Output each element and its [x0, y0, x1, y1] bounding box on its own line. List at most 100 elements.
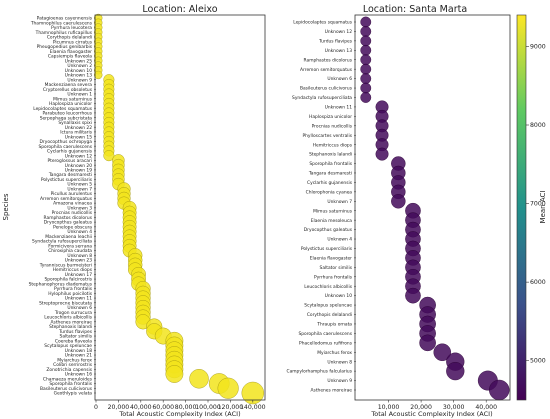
- species-tick-label: Unknown 12: [325, 29, 353, 35]
- species-tick-label: Dryocopthus ochropyga: [40, 139, 93, 145]
- santa-marta-species-labels: Lepidocolaptes squamatus Unknown 12 Turdus…: [287, 20, 356, 394]
- data-point: [405, 287, 421, 304]
- species-tick-label: Unknown 13: [65, 73, 93, 79]
- species-tick-label: Synallaxis spixi: [58, 120, 92, 126]
- species-tick-label: Saltator similis: [320, 265, 353, 271]
- species-tick-label: Unknown 15: [65, 134, 93, 140]
- species-tick-label: Unknown 25: [65, 58, 93, 64]
- colorbar-tick-label: 7000: [530, 201, 546, 208]
- species-tick-label: Phylloscartes ventralis: [303, 133, 353, 139]
- species-tick-label: Sporophila frontalis: [49, 381, 92, 387]
- species-tick-label: Turdus flavipes: [58, 329, 93, 335]
- species-tick-label: Unknown 11: [325, 105, 353, 111]
- x-tick-label: 0: [94, 404, 98, 411]
- species-tick-label: Sporophila caerulescens: [298, 331, 352, 337]
- colorbar-tick-label: 6000: [530, 279, 546, 286]
- aleixo-title: Location: Aleixo: [142, 4, 217, 15]
- data-point: [360, 26, 372, 37]
- x-tick-label: 40,000: [130, 404, 152, 411]
- species-tick-label: Tangara desmaresti: [48, 172, 92, 178]
- species-tick-label: Asthenes moreirae: [51, 319, 93, 325]
- species-tick-label: Sporophila falcirostris: [44, 277, 92, 283]
- data-point: [165, 365, 184, 383]
- colorbar-label: Mean ACI: [539, 191, 547, 224]
- species-tick-label: Unknown 19: [65, 167, 93, 173]
- species-tick-label: Elaenia mesoleuca: [311, 218, 353, 224]
- species-tick-label: Unknown 8: [327, 359, 352, 365]
- species-tick-label: Unknown 11: [65, 296, 93, 302]
- data-point: [217, 377, 239, 399]
- species-tick-label: Campylorhamphus falcularius: [287, 369, 353, 375]
- species-tick-label: Dryocopthus galeatus: [44, 220, 93, 226]
- species-tick-label: Unknown 9: [67, 77, 92, 83]
- species-tick-label: Formicivora serrana: [48, 243, 92, 249]
- santa-marta-x-ticks: 10,000 20,000 30,000 40,000: [378, 400, 497, 411]
- species-tick-label: Sporophila frontalis: [309, 161, 352, 167]
- species-tick-label: Corythopis delalandi: [307, 312, 352, 318]
- species-tick-label: Cyclarhis gujanensis: [47, 149, 93, 155]
- data-point: [360, 73, 372, 85]
- species-tick-label: Capsiempis flaveola: [48, 54, 92, 60]
- data-point: [446, 362, 465, 381]
- species-tick-label: Stephanoxis lalandi: [49, 324, 92, 330]
- species-tick-label: Chiroxiphia caudata: [48, 248, 92, 254]
- species-tick-label: Ictura militaris: [60, 130, 92, 136]
- species-tick-label: Scytalopus speluncae: [304, 303, 352, 309]
- species-tick-label: Unknown 8: [67, 253, 92, 259]
- species-tick-label: Lepidocolaptes squamatus: [293, 20, 352, 26]
- x-tick-label: 140,000: [240, 404, 266, 411]
- species-tick-label: Tangara desmaresti: [308, 171, 352, 177]
- data-point: [360, 63, 372, 75]
- species-tick-label: Colibri serrirostris: [53, 362, 93, 368]
- species-tick-label: Trogon surrucura: [54, 310, 92, 316]
- species-tick-label: Lepidocolaptes squamatus: [33, 106, 92, 112]
- species-tick-label: Unknown 21: [65, 353, 93, 359]
- data-point: [360, 92, 372, 103]
- species-tick-label: Geothlypis velata: [54, 391, 93, 397]
- data-point: [375, 147, 389, 161]
- species-tick-label: Mimus saturninus: [313, 208, 353, 214]
- data-point: [94, 70, 103, 80]
- species-tick-label: Myiarchus ferox: [317, 350, 352, 356]
- species-tick-label: Unknown 23: [65, 258, 93, 264]
- species-tick-label: Haplospiza unicolor: [49, 101, 92, 107]
- data-point: [360, 35, 372, 47]
- data-point: [241, 381, 265, 405]
- data-point: [433, 343, 452, 361]
- santa-marta-title: Location: Santa Marta: [363, 4, 467, 15]
- species-tick-label: Pyrrhura frontalis: [54, 286, 93, 292]
- species-tick-label: Syndactyla rufosuperciliata: [32, 239, 92, 245]
- species-tick-label: Parabuteo leucorrhous: [42, 111, 92, 117]
- species-tick-label: Unknown 20: [65, 163, 93, 169]
- species-tick-label: Patagioenas cayennensis: [37, 16, 93, 22]
- colorbar-tick-label: 5000: [530, 358, 546, 365]
- species-tick-label: Coereba flaveola: [55, 338, 92, 344]
- species-tick-label: Unknown 7: [327, 199, 352, 205]
- species-tick-label: Unknown 12: [65, 153, 93, 159]
- colorbar-ticks: 5000 6000 7000 8000 9000: [526, 43, 546, 365]
- species-tick-label: Mackenziaena leachii: [45, 234, 92, 240]
- santa-marta-x-axis-label: Total Acoustic Complexity Index (ACI): [370, 410, 492, 418]
- x-tick-label: 30,000: [443, 404, 465, 411]
- species-tick-label: Arremon semitorquatus: [300, 67, 353, 73]
- species-tick-label: Procnias nudicollis: [52, 210, 93, 216]
- species-tick-label: Unknown 2: [67, 63, 92, 69]
- species-tick-label: Penelope obscura: [53, 224, 92, 230]
- species-tick-label: Hemitriccus diops: [53, 267, 93, 273]
- aleixo-x-axis-label: Total Acoustic Complexity Index (ACI): [118, 410, 240, 418]
- species-tick-label: Thraupis ornata: [316, 322, 352, 328]
- species-tick-label: Unknown 4: [67, 229, 92, 235]
- aleixo-points: [94, 13, 265, 405]
- species-tick-label: Dryocopthus galeatus: [304, 227, 353, 233]
- species-tick-label: Basileuterus culicivorus: [300, 86, 353, 92]
- colorbar: 5000 6000 7000 8000 9000 Mean ACI: [516, 14, 547, 401]
- species-tick-label: Unknown 18: [65, 348, 93, 354]
- aleixo-x-ticks: 0 20,000 40,000 60,000 80,000100,000120,0001…: [94, 400, 266, 411]
- species-tick-label: Syndactyla rufosuperciliata: [292, 95, 352, 101]
- species-tick-label: Procnias nudicollis: [312, 123, 353, 129]
- species-tick-label: Unknown 10: [325, 293, 353, 299]
- species-tick-label: Polystictus superciliaris: [41, 177, 93, 183]
- species-tick-label: Unknown 16: [65, 372, 93, 378]
- species-tick-label: Turdus flavipes: [318, 38, 353, 44]
- species-tick-label: Haplospiza unicolor: [309, 114, 352, 120]
